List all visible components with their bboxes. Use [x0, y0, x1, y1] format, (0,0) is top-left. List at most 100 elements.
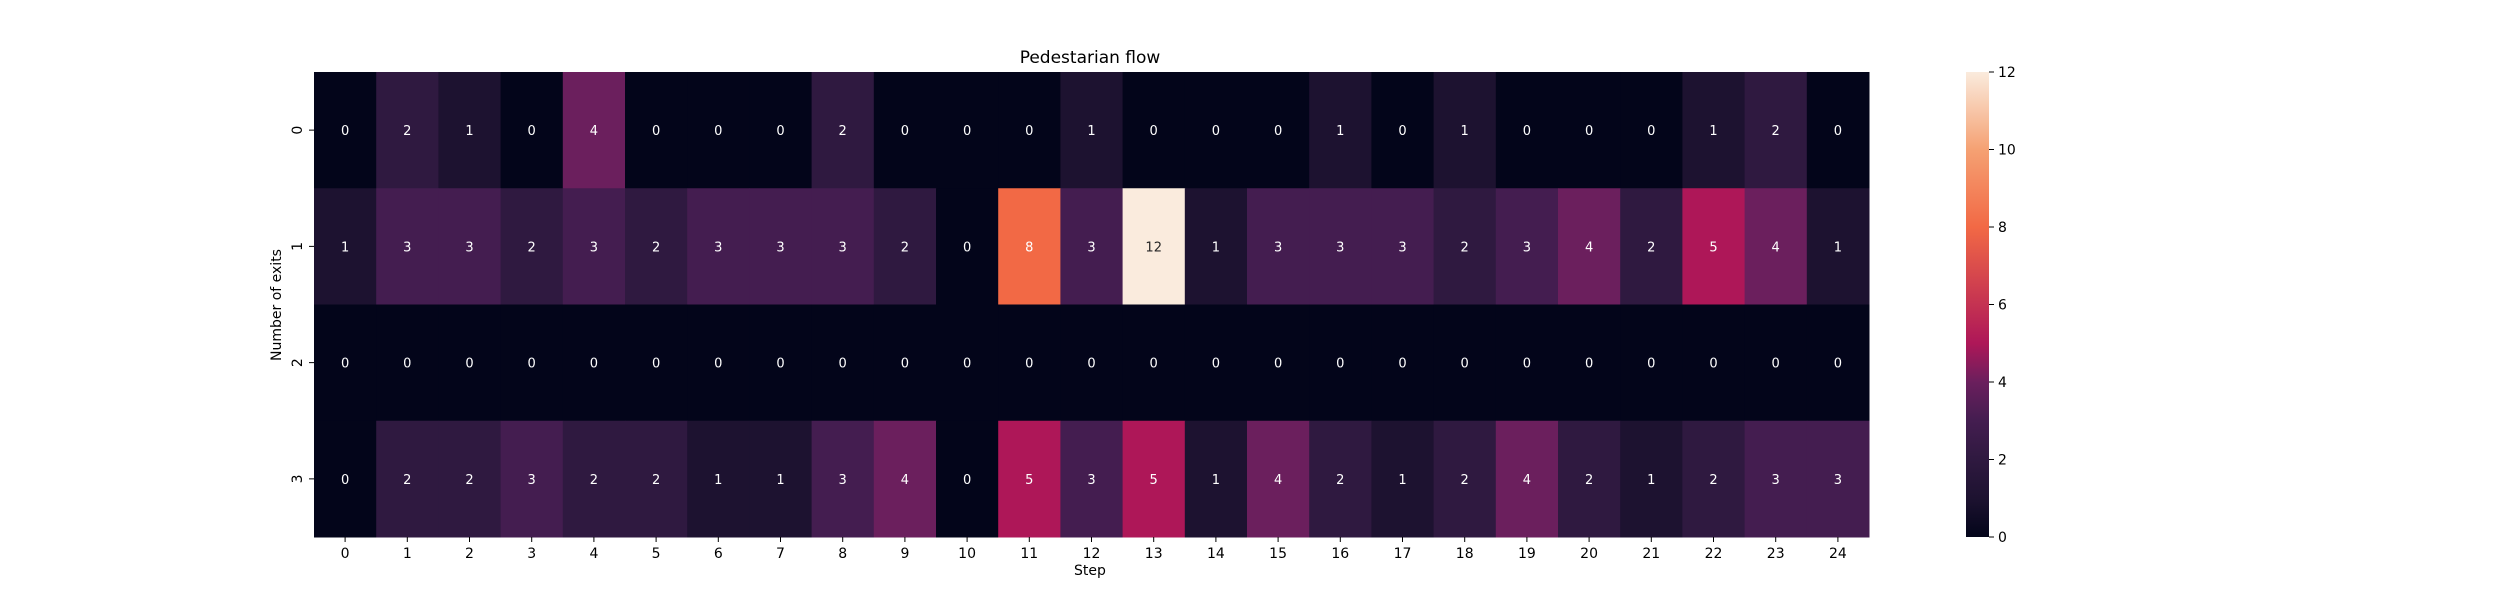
- heatmap-cell: [1309, 72, 1372, 189]
- cell-value-label: 0: [963, 357, 971, 372]
- heatmap-cell: [314, 304, 377, 422]
- heatmap-cell: [998, 72, 1061, 189]
- cell-value-label: 3: [714, 240, 722, 255]
- colorbar-gradient: [1966, 72, 1989, 537]
- cell-value-label: 0: [1212, 124, 1220, 139]
- heatmap-cell: [1309, 188, 1372, 305]
- x-tick-label: 11: [1020, 546, 1038, 562]
- heatmap-cell: [562, 304, 626, 422]
- cell-value-label: 2: [403, 124, 411, 139]
- heatmap-cell: [562, 420, 626, 538]
- cell-value-label: 2: [1772, 124, 1780, 139]
- cell-value-label: 0: [652, 357, 660, 372]
- heatmap-cell: [1122, 420, 1186, 538]
- cell-value-label: 0: [403, 357, 411, 372]
- heatmap-cell: [438, 72, 502, 189]
- heatmap-cell: [1184, 188, 1248, 305]
- heatmap-cell: [500, 72, 564, 189]
- cell-value-label: 0: [1523, 357, 1531, 372]
- heatmap-cell: [1433, 420, 1497, 538]
- heatmap-cell: [1620, 420, 1683, 538]
- heatmap-cell: [314, 188, 377, 305]
- x-tick-label: 6: [714, 546, 723, 562]
- cell-value-label: 0: [1150, 124, 1158, 139]
- x-tick-label: 8: [838, 546, 847, 562]
- cell-value-label: 0: [1834, 357, 1842, 372]
- cell-value-label: 8: [1025, 240, 1033, 255]
- cell-value-label: 0: [1523, 124, 1531, 139]
- cell-value-label: 3: [1834, 473, 1842, 488]
- heatmap-cell: [998, 188, 1061, 305]
- heatmap-cell: [1433, 188, 1497, 305]
- heatmap-cell: [687, 72, 750, 189]
- heatmap-cell: [314, 72, 377, 189]
- heatmap-cell: [1122, 188, 1186, 305]
- cell-value-label: 2: [1647, 240, 1655, 255]
- cell-value-label: 1: [1087, 124, 1095, 139]
- heatmap-cell: [811, 72, 875, 189]
- heatmap-cell: [376, 420, 439, 538]
- cell-value-label: 1: [1834, 240, 1842, 255]
- x-tick-label: 14: [1207, 546, 1225, 562]
- chart-title: Pedestarian flow: [1020, 48, 1161, 68]
- cell-value-label: 0: [465, 357, 473, 372]
- cell-value-label: 0: [1025, 124, 1033, 139]
- x-tick-label: 7: [776, 546, 785, 562]
- heatmap-cell: [1682, 420, 1746, 538]
- cell-value-label: 3: [403, 240, 411, 255]
- y-tick-label: 2: [290, 358, 306, 367]
- heatmap-cell: [687, 304, 750, 422]
- cell-value-label: 0: [901, 357, 909, 372]
- x-tick-label: 10: [958, 546, 976, 562]
- colorbar-tick-label: 8: [1998, 220, 2007, 236]
- cell-value-label: 0: [1398, 124, 1406, 139]
- cell-value-label: 4: [590, 124, 598, 139]
- x-tick-label: 22: [1705, 546, 1723, 562]
- y-tick-label: 1: [290, 242, 306, 251]
- cell-value-label: 1: [465, 124, 473, 139]
- heatmap-cell: [1371, 420, 1435, 538]
- cell-value-label: 3: [839, 240, 847, 255]
- colorbar-tick-label: 0: [1998, 530, 2007, 546]
- cell-value-label: 0: [776, 357, 784, 372]
- colorbar-tick-label: 6: [1998, 298, 2007, 314]
- heatmap-cell: [1122, 72, 1186, 189]
- x-tick-label: 0: [341, 546, 350, 562]
- cell-value-label: 3: [1087, 240, 1095, 255]
- heatmap-cell: [1184, 304, 1248, 422]
- cell-value-label: 3: [1274, 240, 1282, 255]
- colorbar-tick-label: 4: [1998, 375, 2007, 391]
- heatmap-cell: [749, 420, 813, 538]
- heatmap-cell: [1309, 304, 1372, 422]
- heatmap-cell: [376, 304, 439, 422]
- heatmap-cell: [500, 304, 564, 422]
- x-tick-label: 19: [1518, 546, 1536, 562]
- cell-value-label: 12: [1145, 240, 1162, 255]
- x-tick-label: 17: [1394, 546, 1412, 562]
- cell-value-label: 2: [652, 240, 660, 255]
- x-tick-label: 15: [1269, 546, 1287, 562]
- heatmap-cell: [1495, 188, 1559, 305]
- cell-value-label: 1: [714, 473, 722, 488]
- y-axis-ticks: 0 1 2 3: [290, 126, 314, 483]
- cell-value-label: 3: [1336, 240, 1344, 255]
- cell-value-label: 3: [528, 473, 536, 488]
- cell-value-label: 2: [528, 240, 536, 255]
- cell-value-label: 0: [1150, 357, 1158, 372]
- x-tick-label: 1: [403, 546, 412, 562]
- heatmap-cell: [376, 188, 439, 305]
- cell-value-label: 1: [1212, 473, 1220, 488]
- cell-value-label: 0: [1461, 357, 1469, 372]
- heatmap-cell: [1060, 188, 1124, 305]
- heatmap-cell: [1620, 72, 1683, 189]
- cell-value-label: 2: [590, 473, 598, 488]
- cell-value-label: 1: [776, 473, 784, 488]
- heatmap-cell: [625, 188, 688, 305]
- heatmap-cell: [1495, 72, 1559, 189]
- heatmap-cell: [936, 304, 999, 422]
- heatmap-cell: [1060, 420, 1124, 538]
- cell-value-label: 2: [652, 473, 660, 488]
- cell-value-label: 4: [1523, 473, 1531, 488]
- cell-value-label: 0: [341, 473, 349, 488]
